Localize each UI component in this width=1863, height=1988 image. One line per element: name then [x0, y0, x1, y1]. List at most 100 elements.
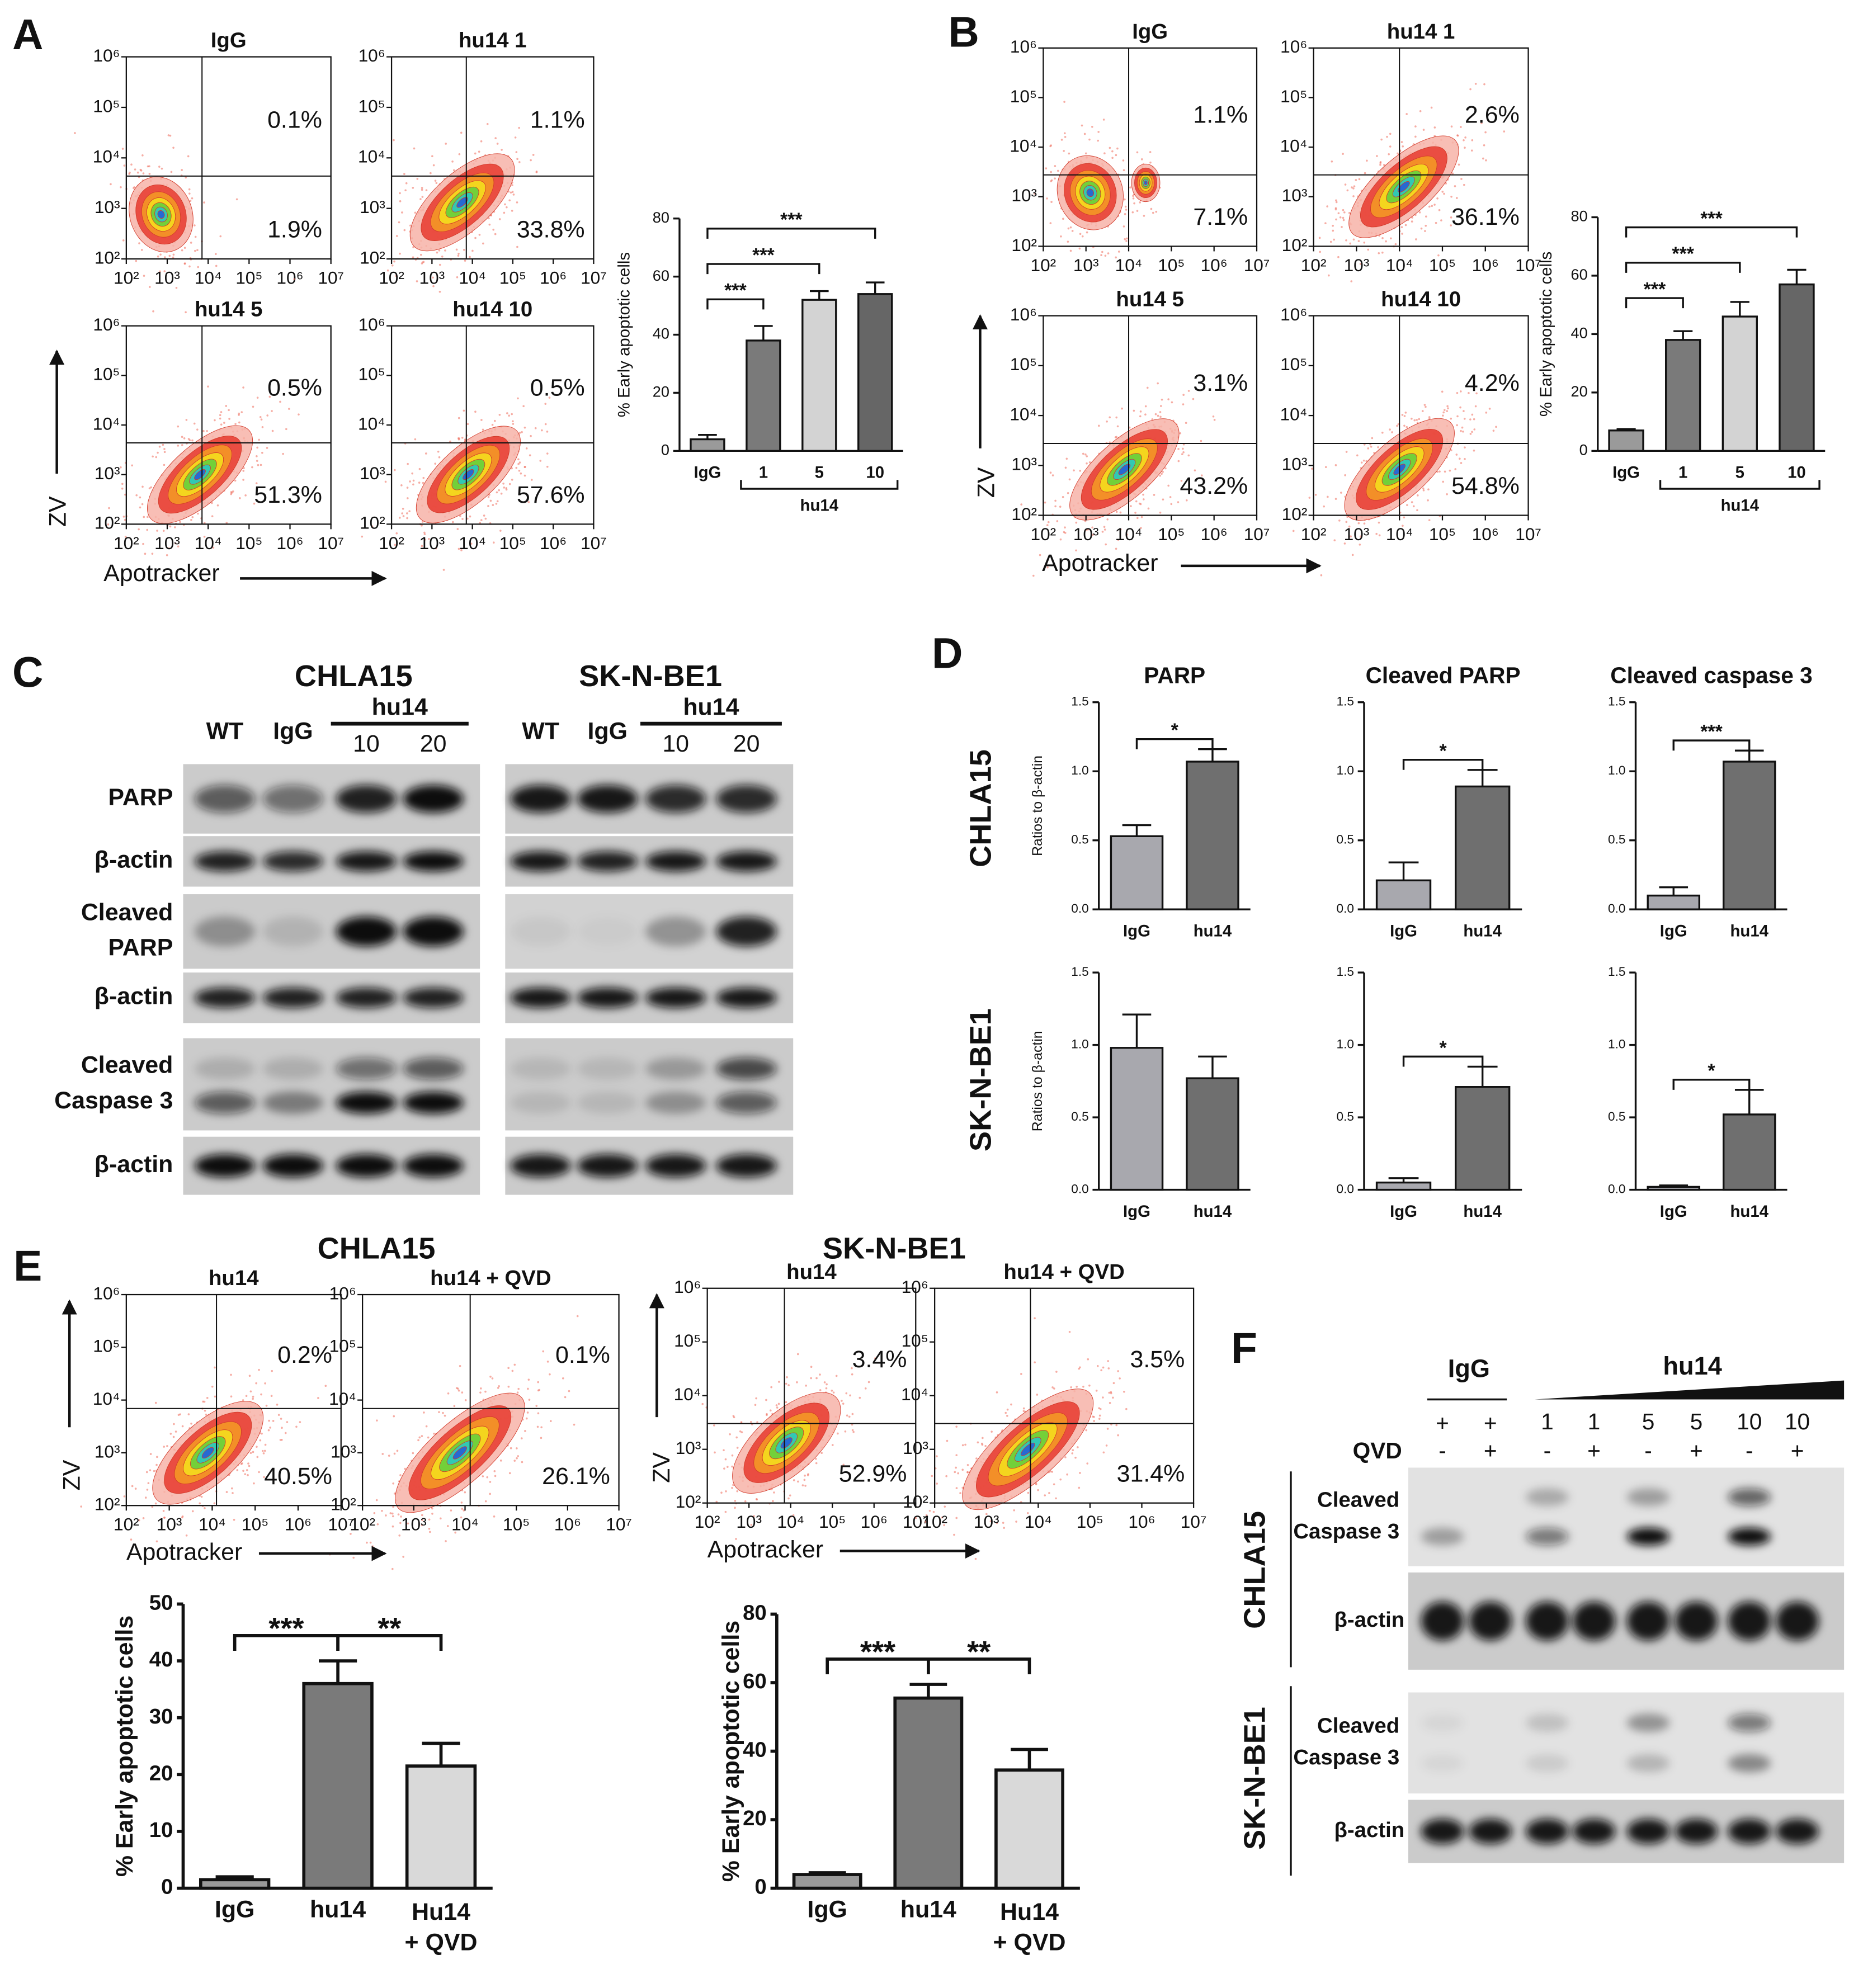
event-dot [393, 1452, 396, 1455]
y-tick-label: 10² [1282, 504, 1308, 524]
event-dot [1044, 1494, 1046, 1496]
blot-band [577, 917, 638, 946]
event-dot [1126, 533, 1128, 536]
event-dot [1179, 432, 1182, 435]
blot-band [262, 785, 324, 813]
event-dot [460, 549, 463, 551]
treatment-label: + [1436, 1410, 1449, 1435]
event-dot [925, 1514, 928, 1517]
density-contour [1144, 180, 1148, 185]
x-tick-label: 10⁶ [861, 1512, 888, 1532]
event-dot [486, 1476, 489, 1479]
event-dot [982, 1437, 984, 1439]
event-dot [446, 1525, 449, 1527]
event-dot [495, 503, 498, 505]
event-dot [1458, 163, 1460, 166]
event-dot [264, 1443, 267, 1446]
event-dot [277, 1414, 280, 1416]
event-dot [194, 249, 196, 252]
event-dot [199, 1502, 201, 1505]
event-dot [167, 134, 170, 136]
y-tick-label: 40 [743, 1738, 767, 1762]
plot-title: hu14 5 [195, 298, 263, 322]
event-dot [546, 452, 549, 455]
event-dot [1367, 248, 1370, 251]
event-dot [240, 411, 243, 413]
event-dot [181, 1425, 184, 1428]
event-dot [406, 517, 408, 520]
event-dot [1079, 233, 1082, 235]
event-dot [197, 512, 199, 515]
event-dot [375, 1499, 378, 1501]
event-dot [1424, 230, 1426, 232]
y-tick-label: 80 [1571, 207, 1588, 225]
event-dot [432, 164, 435, 167]
event-dot [1117, 1370, 1119, 1372]
event-dot [526, 1411, 529, 1414]
event-dot [185, 311, 187, 314]
x-tick-label: 10 [1787, 464, 1806, 482]
event-dot [1213, 419, 1216, 421]
event-dot [406, 512, 408, 514]
event-dot [1427, 488, 1430, 491]
event-dot [407, 1522, 409, 1525]
y-tick-label: 0.5 [1337, 1109, 1354, 1123]
chart-title: Cleaved PARP [1366, 662, 1521, 688]
event-dot [124, 536, 127, 538]
event-dot [1100, 1369, 1102, 1372]
event-dot [511, 210, 513, 212]
event-dot [787, 1384, 790, 1386]
event-dot [1446, 493, 1448, 495]
event-dot [151, 1505, 154, 1508]
event-dot [190, 242, 192, 244]
x-tick-label: 10² [350, 1514, 375, 1534]
event-dot [511, 184, 513, 186]
blot-band [194, 917, 256, 947]
error-bar [1388, 861, 1419, 881]
event-dot [242, 1399, 244, 1401]
error-bar [1730, 301, 1749, 317]
event-dot [537, 1389, 540, 1392]
event-dot [804, 1485, 806, 1487]
blot-band [1526, 1488, 1569, 1507]
event-dot [1342, 216, 1345, 219]
event-dot [460, 131, 463, 134]
y-tick-label: 60 [743, 1669, 767, 1693]
event-dot [1047, 521, 1050, 523]
event-dot [1050, 180, 1052, 182]
x-tick-label: 10⁶ [1472, 524, 1499, 544]
event-dot [1451, 172, 1454, 174]
event-dot [796, 1381, 798, 1383]
event-dot [955, 1517, 958, 1519]
event-dot [478, 150, 480, 153]
event-dot [437, 450, 440, 453]
event-dot [1416, 419, 1418, 421]
blot-strip [1408, 1467, 1845, 1566]
event-dot [1171, 401, 1173, 404]
x-tick-label: 10² [114, 267, 139, 287]
event-dot [517, 458, 520, 461]
event-dot [479, 1391, 482, 1394]
event-dot [756, 1421, 758, 1424]
event-dot [384, 480, 387, 483]
event-dot [231, 1487, 233, 1490]
x-tick-label: 10⁵ [819, 1512, 846, 1532]
y-tick-label: 10⁶ [1280, 304, 1307, 324]
event-dot [724, 1510, 727, 1513]
event-dot [204, 1507, 206, 1509]
event-dot [265, 1404, 268, 1407]
event-dot [1412, 505, 1415, 508]
x-tick-label: 10² [695, 1512, 720, 1532]
event-dot [750, 1421, 752, 1423]
event-dot [1059, 538, 1062, 541]
y-tick-label: 80 [743, 1601, 767, 1625]
event-dot [181, 444, 183, 446]
event-dot [155, 1540, 158, 1543]
event-dot [466, 423, 469, 426]
event-dot [832, 1391, 835, 1394]
y-tick-label: 10⁴ [674, 1384, 701, 1404]
event-dot [1333, 539, 1336, 542]
blot-band [510, 988, 571, 1008]
event-dot [527, 501, 530, 503]
event-dot [1403, 424, 1405, 427]
